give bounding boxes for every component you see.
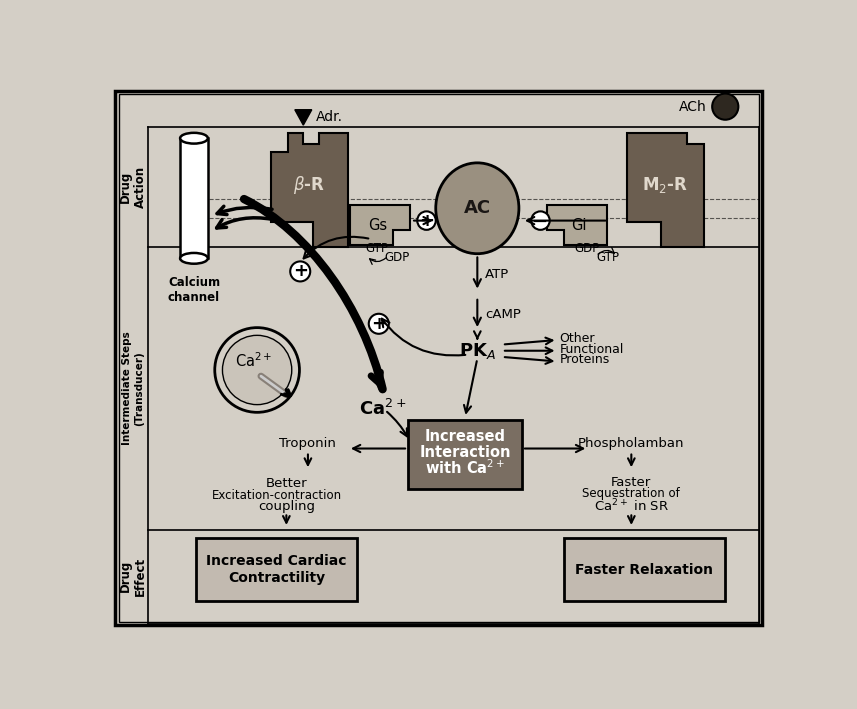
Text: M$_2$-R: M$_2$-R	[642, 175, 688, 195]
Ellipse shape	[180, 133, 208, 144]
Text: GTP: GTP	[596, 251, 620, 264]
Text: Gi: Gi	[572, 218, 587, 233]
Polygon shape	[271, 133, 348, 247]
Text: +: +	[419, 211, 434, 230]
Circle shape	[531, 211, 549, 230]
Text: Ca$^{2+}$: Ca$^{2+}$	[235, 352, 272, 370]
Text: +: +	[293, 262, 308, 281]
Text: Ca$^{2+}$ in SR: Ca$^{2+}$ in SR	[594, 497, 668, 514]
Text: Contractility: Contractility	[228, 571, 325, 585]
Circle shape	[417, 211, 435, 230]
Text: Calcium
channel: Calcium channel	[168, 276, 220, 304]
Text: +: +	[371, 315, 387, 333]
Text: GDP: GDP	[574, 242, 599, 255]
Bar	[564, 538, 725, 601]
Text: PK$_A$: PK$_A$	[458, 341, 496, 361]
Polygon shape	[547, 205, 607, 245]
Circle shape	[291, 262, 310, 281]
Bar	[195, 538, 357, 601]
Text: Drug
Effect: Drug Effect	[119, 557, 147, 596]
Text: Phospholamban: Phospholamban	[578, 437, 685, 450]
Text: Adr.: Adr.	[315, 111, 343, 124]
Polygon shape	[295, 110, 312, 125]
Ellipse shape	[435, 163, 518, 254]
Text: ATP: ATP	[485, 268, 509, 281]
Text: GTP: GTP	[366, 242, 389, 255]
Text: Drug
Action: Drug Action	[119, 166, 147, 208]
Ellipse shape	[180, 253, 208, 264]
Text: Sequestration of: Sequestration of	[583, 488, 680, 501]
Polygon shape	[626, 133, 704, 247]
Circle shape	[712, 94, 739, 120]
Text: −: −	[532, 212, 548, 231]
Text: coupling: coupling	[258, 500, 315, 513]
Text: Other: Other	[560, 332, 596, 345]
Text: Faster Relaxation: Faster Relaxation	[575, 563, 713, 577]
Text: $\beta$-R: $\beta$-R	[293, 174, 326, 196]
Text: GDP: GDP	[385, 251, 410, 264]
Text: Interaction: Interaction	[419, 445, 511, 460]
Text: Excitation-contraction: Excitation-contraction	[212, 489, 342, 502]
Text: Faster: Faster	[611, 476, 651, 489]
Text: Increased: Increased	[424, 430, 506, 445]
Text: Functional: Functional	[560, 342, 624, 356]
Circle shape	[215, 328, 299, 413]
Bar	[408, 420, 522, 489]
Text: AC: AC	[464, 199, 491, 217]
Text: Intermediate Steps
(Transducer): Intermediate Steps (Transducer)	[123, 332, 144, 445]
Text: Gs: Gs	[368, 218, 387, 233]
Text: Ca$^{2+}$: Ca$^{2+}$	[359, 398, 406, 418]
Text: ACh: ACh	[679, 100, 707, 113]
Text: cAMP: cAMP	[485, 308, 521, 321]
Polygon shape	[350, 205, 410, 245]
Text: Better: Better	[266, 477, 307, 491]
Circle shape	[223, 335, 291, 405]
Circle shape	[369, 314, 389, 334]
Text: Troponin: Troponin	[279, 437, 336, 450]
Text: Proteins: Proteins	[560, 354, 610, 367]
Bar	[180, 138, 208, 258]
Text: Increased Cardiac: Increased Cardiac	[206, 554, 346, 568]
Text: with Ca$^{2+}$: with Ca$^{2+}$	[425, 459, 505, 477]
